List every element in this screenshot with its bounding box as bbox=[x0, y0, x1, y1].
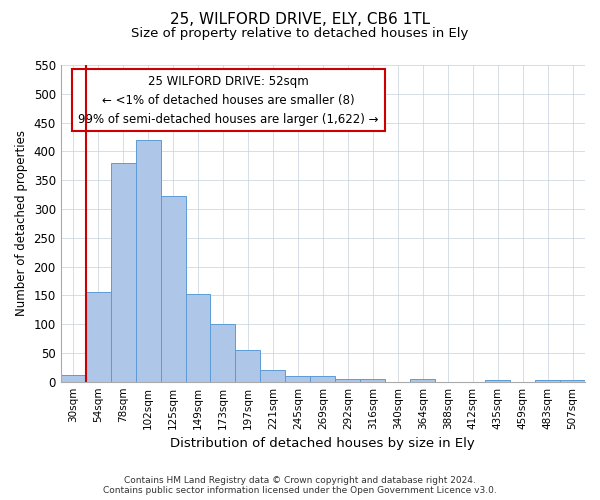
Bar bbox=[535, 380, 560, 382]
Bar bbox=[136, 140, 161, 382]
Bar bbox=[86, 292, 110, 382]
Bar bbox=[161, 196, 185, 382]
Bar bbox=[61, 375, 86, 382]
Bar bbox=[235, 350, 260, 382]
Bar bbox=[410, 379, 435, 382]
Bar bbox=[185, 294, 211, 382]
Bar bbox=[260, 370, 286, 382]
Text: Size of property relative to detached houses in Ely: Size of property relative to detached ho… bbox=[131, 28, 469, 40]
Bar bbox=[360, 379, 385, 382]
X-axis label: Distribution of detached houses by size in Ely: Distribution of detached houses by size … bbox=[170, 437, 475, 450]
Y-axis label: Number of detached properties: Number of detached properties bbox=[15, 130, 28, 316]
Bar bbox=[211, 324, 235, 382]
Text: 25, WILFORD DRIVE, ELY, CB6 1TL: 25, WILFORD DRIVE, ELY, CB6 1TL bbox=[170, 12, 430, 28]
Bar bbox=[485, 380, 510, 382]
Text: 25 WILFORD DRIVE: 52sqm
← <1% of detached houses are smaller (8)
99% of semi-det: 25 WILFORD DRIVE: 52sqm ← <1% of detache… bbox=[78, 74, 379, 126]
Bar bbox=[310, 376, 335, 382]
Bar bbox=[286, 376, 310, 382]
Bar bbox=[560, 380, 585, 382]
Bar bbox=[110, 163, 136, 382]
Bar bbox=[335, 379, 360, 382]
Text: Contains HM Land Registry data © Crown copyright and database right 2024.
Contai: Contains HM Land Registry data © Crown c… bbox=[103, 476, 497, 495]
